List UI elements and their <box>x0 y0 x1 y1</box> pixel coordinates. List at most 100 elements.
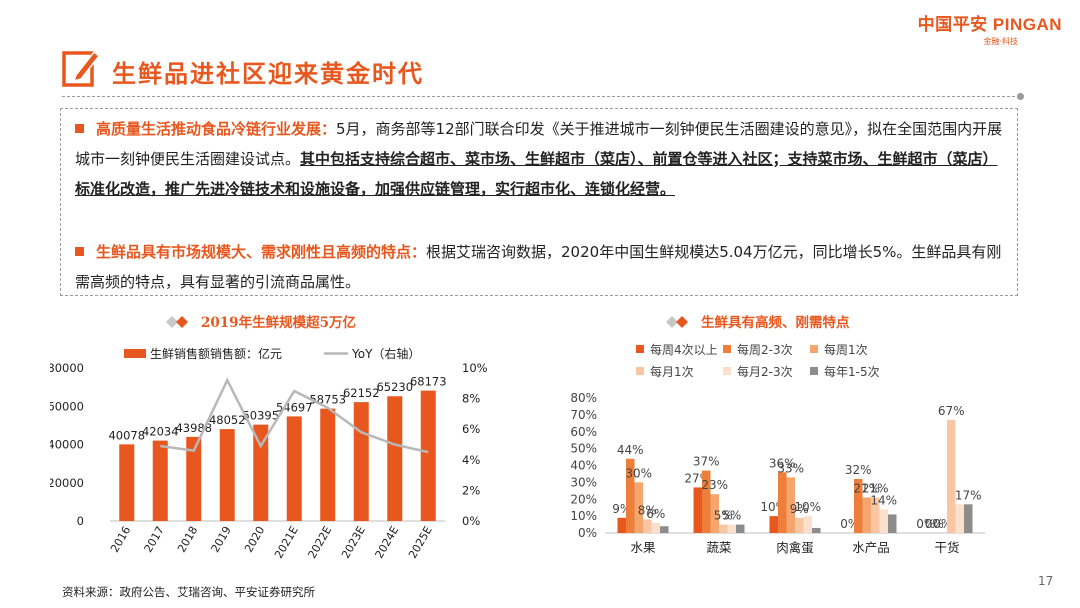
bar-肉禽蛋-3 <box>795 517 804 533</box>
bar-2023E <box>353 402 369 521</box>
data-label-蔬菜-1: 37% <box>693 455 720 469</box>
bar-肉禽蛋-5 <box>812 527 821 533</box>
y-left-tick: 0 <box>77 514 84 528</box>
bullet-emphasis: 其中包括支持综合超市、菜市场、生鲜超市（菜店）、前置仓等进入社区；支持菜市场、生… <box>75 150 998 198</box>
bar-2021E <box>286 416 302 521</box>
bar-干货-4 <box>955 504 964 533</box>
title-divider <box>62 96 1020 97</box>
brand-tagline: 金融·科技 <box>983 37 1018 46</box>
bar-水果-2 <box>634 482 643 533</box>
x-tick-2017: 2017 <box>142 524 167 555</box>
data-label-水果-1: 44% <box>617 443 644 457</box>
x-tick-2023E: 2023E <box>339 524 368 561</box>
brand-name: 中国平安 PINGAN <box>917 15 1062 34</box>
bar-肉禽蛋-1 <box>778 472 787 533</box>
bar-水果-3 <box>643 519 652 533</box>
x-tick-2025E: 2025E <box>406 524 435 561</box>
bar-水产品-4 <box>879 509 888 533</box>
bullet-text: 根据艾瑞咨询数据，2020年中国生鲜规模达5.04万亿元，同比增长5%。生鲜品具… <box>75 243 1002 291</box>
bar-肉禽蛋-2 <box>786 477 795 533</box>
summary-box: 高质量生活推动食品冷链行业发展：5月，商务部等12部门联合印发《关于推进城市一刻… <box>60 108 1018 296</box>
x-tick-干货: 干货 <box>934 540 959 555</box>
bar-干货-3 <box>947 419 956 533</box>
data-label-水产品-4: 14% <box>870 493 897 507</box>
x-tick-2018: 2018 <box>175 524 200 555</box>
legend-swatch-4 <box>723 367 731 375</box>
legend-swatch-2 <box>810 345 818 353</box>
bar-2022E <box>320 408 336 521</box>
legend-label-yoy: YoY（右轴） <box>351 346 420 361</box>
y-right-tick: 0% <box>462 514 480 528</box>
bar-蔬菜-2 <box>710 494 719 533</box>
bar-蔬菜-3 <box>719 524 728 533</box>
bullet-heading: 高质量生活推动食品冷链行业发展： <box>96 120 337 138</box>
data-label-肉禽蛋-2: 33% <box>777 461 804 475</box>
legend-label-0: 每周4次以上 <box>650 342 718 357</box>
bar-蔬菜-0 <box>693 487 702 533</box>
bar-水产品-3 <box>871 497 880 533</box>
legend-label-sales: 生鲜销售额销售额：亿元 <box>150 346 282 361</box>
bar-2019 <box>219 429 235 521</box>
bar-蔬菜-1 <box>702 470 711 533</box>
data-label-蔬菜-4: 5% <box>722 509 741 523</box>
y-tick: 10% <box>570 509 597 523</box>
data-label-水产品-1: 32% <box>845 463 872 477</box>
bar-水果-4 <box>651 522 660 533</box>
chart2-title: 生鲜具有高频、刚需特点 <box>665 311 850 331</box>
y-tick: 80% <box>570 391 597 405</box>
legend-swatch-1 <box>723 345 731 353</box>
data-label-水果-4: 6% <box>646 507 665 521</box>
y-tick: 70% <box>570 408 597 422</box>
y-right-tick: 6% <box>462 422 480 436</box>
data-label-干货-1: 0% <box>925 517 944 531</box>
y-tick: 0% <box>578 526 597 540</box>
x-tick-2024E: 2024E <box>373 524 402 561</box>
bar-label-2023E: 62152 <box>343 386 380 400</box>
bar-水产品-1 <box>854 479 863 533</box>
data-label-肉禽蛋-3: 9% <box>790 502 809 516</box>
bar-水产品-2 <box>862 497 871 533</box>
data-label-干货-5: 17% <box>955 488 982 502</box>
data-label-水产品-2: 21% <box>853 482 880 496</box>
data-label-水果-2: 30% <box>625 466 652 480</box>
x-tick-蔬菜: 蔬菜 <box>706 540 732 555</box>
y-right-tick: 2% <box>462 483 480 497</box>
data-label-干货-3: 67% <box>938 404 965 418</box>
bar-蔬菜-5 <box>736 524 745 533</box>
bar-label-2017: 42034 <box>142 425 179 439</box>
brand-logo: 中国平安 PINGAN 金融·科技 <box>918 10 1062 47</box>
y-right-tick: 8% <box>462 392 480 406</box>
legend-swatch-0 <box>636 345 644 353</box>
bar-2024E <box>387 396 403 521</box>
x-tick-2019: 2019 <box>209 524 234 555</box>
bar-肉禽蛋-4 <box>803 516 812 533</box>
y-left-tick: 80000 <box>50 361 84 375</box>
legend-swatch-3 <box>636 367 644 375</box>
data-label-肉禽蛋-1: 36% <box>769 456 796 470</box>
bar-label-2019: 48052 <box>209 413 246 427</box>
x-tick-水产品: 水产品 <box>852 540 890 555</box>
bar-水果-1 <box>626 458 635 533</box>
data-label-干货-0: 0% <box>916 517 935 531</box>
bullet-cold-chain: 高质量生活推动食品冷链行业发展：5月，商务部等12部门联合印发《关于推进城市一刻… <box>75 114 1005 204</box>
x-tick-水果: 水果 <box>630 540 656 555</box>
y-tick: 30% <box>570 475 597 489</box>
y-right-tick: 4% <box>462 453 480 467</box>
x-tick-2016: 2016 <box>108 524 133 555</box>
title-divider-dot <box>1017 92 1024 100</box>
edit-note-icon <box>62 50 100 87</box>
bar-label-2020: 50395 <box>242 409 279 423</box>
y-tick: 50% <box>570 442 597 456</box>
market-size-chart: 生鲜销售额销售额：亿元 YoY（右轴） 0 20000 40000 60000 80000 0… <box>50 346 488 561</box>
bar-干货-5 <box>964 504 973 533</box>
bullet-marker <box>75 124 84 133</box>
legend-label-2: 每周1次 <box>824 342 868 357</box>
bullet-marker <box>75 247 84 256</box>
data-label-蔬菜-3: 5% <box>714 509 733 523</box>
legend-swatch-sales <box>124 349 146 358</box>
slide-title: 生鲜品进社区迎来黄金时代 <box>112 59 424 88</box>
source-note: 资料来源：政府公告、艾瑞咨询、平安证券研究所 <box>62 585 315 599</box>
y-left-tick: 20000 <box>50 476 84 490</box>
bar-2020 <box>253 424 269 521</box>
bar-水产品-5 <box>888 514 897 533</box>
